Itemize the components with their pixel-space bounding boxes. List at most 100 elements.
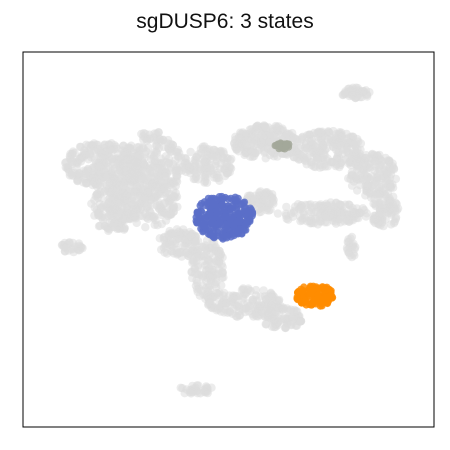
scatter-point: [155, 164, 165, 173]
series-1-highlight: [293, 282, 337, 310]
scatter-point: [197, 286, 207, 295]
scatter-point: [226, 215, 235, 223]
scatter-point: [318, 283, 327, 291]
scatter-point: [275, 295, 284, 305]
scatter-point: [293, 293, 301, 301]
series-3-highlight: [271, 139, 293, 153]
scatter-point: [160, 198, 169, 208]
scatter-point: [287, 320, 296, 329]
scatter-point: [104, 226, 113, 236]
scatter-point: [375, 150, 384, 160]
scatter-point: [211, 242, 221, 252]
scatter-point: [332, 155, 342, 164]
scatter-point: [176, 383, 185, 392]
scatter-point: [253, 121, 262, 130]
scatter-point: [374, 192, 383, 201]
scatter-point: [151, 182, 160, 192]
scatter-point: [222, 299, 231, 308]
scatter-point: [344, 87, 354, 97]
scatter-point: [201, 241, 210, 250]
scatter-point: [181, 248, 190, 257]
scatter-point: [291, 146, 300, 156]
scatter-point: [207, 219, 215, 227]
series-0-background: [57, 83, 403, 398]
scatter-point: [282, 202, 291, 212]
scatter-point: [259, 146, 268, 155]
scatter-point: [88, 180, 97, 190]
scatter-point: [223, 232, 231, 241]
scatter-point: [186, 147, 195, 157]
scatter-point: [251, 285, 261, 295]
scatter-point: [205, 198, 213, 206]
scatter-point: [296, 216, 305, 226]
scatter-point: [367, 181, 376, 191]
scatter-point: [205, 295, 214, 304]
scatter-point: [280, 314, 289, 323]
scatter-point: [297, 285, 305, 293]
scatter-point: [155, 135, 165, 144]
scatter-point: [209, 145, 218, 154]
scatter-point: [139, 158, 148, 168]
scatter-point: [271, 142, 279, 150]
scatter-point: [135, 180, 144, 190]
scatter-point: [94, 209, 104, 218]
scatter-point: [76, 242, 85, 251]
scatter-point: [282, 211, 291, 220]
scatter-point: [165, 240, 174, 249]
scatter-point: [241, 148, 250, 158]
scatter-point: [142, 147, 151, 156]
scatter-point: [142, 136, 152, 145]
scatter-point: [212, 151, 221, 161]
scatter-point: [214, 290, 224, 300]
scatter-point: [267, 322, 277, 331]
scatter-point: [151, 156, 160, 165]
scatter-point: [154, 128, 163, 137]
scatter-point: [291, 313, 300, 323]
scatter-point: [119, 164, 128, 173]
scatter-point: [169, 201, 178, 210]
scatter-point: [376, 211, 385, 221]
scatter-point: [351, 139, 361, 148]
scatter-point: [323, 299, 331, 307]
scatter-point: [224, 195, 232, 203]
scatter-point: [133, 171, 142, 181]
scatter-point: [104, 162, 113, 172]
scatter-point: [296, 204, 306, 214]
scatter-point: [134, 152, 143, 161]
scatter-point: [105, 183, 114, 192]
scatter-point: [236, 216, 244, 224]
scatter-point: [361, 212, 371, 221]
scatter-point: [216, 219, 224, 227]
scatter-point: [179, 242, 188, 251]
scatter-point: [246, 216, 254, 224]
scatter-point: [61, 243, 71, 252]
scatter-point: [108, 146, 117, 156]
scatter-point: [229, 294, 238, 303]
scatter-point: [347, 252, 357, 262]
scatter-point: [304, 130, 314, 139]
scatter-point: [90, 196, 99, 205]
scatter-point: [321, 211, 330, 220]
scatter-point: [241, 203, 250, 211]
scatter-point: [190, 269, 200, 278]
scatter-point: [210, 303, 219, 313]
scatter-point: [279, 305, 289, 314]
scatter-point: [327, 201, 336, 210]
scatter-point: [221, 213, 229, 221]
scatter-point: [227, 205, 235, 213]
scatter-point: [125, 173, 134, 183]
scatter-point: [362, 151, 371, 160]
scatter-point: [267, 292, 277, 302]
scatter-point: [191, 174, 200, 184]
scatter-point: [160, 184, 169, 193]
scatter-point: [250, 194, 260, 203]
scatter-point: [314, 129, 323, 138]
scatter-point: [267, 132, 277, 141]
scatter-point: [371, 157, 380, 166]
scatter-point: [342, 215, 352, 224]
scatter-point: [327, 291, 335, 299]
scatter-point: [119, 225, 129, 234]
scatter-point: [110, 218, 119, 228]
scatter-point: [121, 185, 130, 195]
scatter-point: [259, 309, 269, 318]
